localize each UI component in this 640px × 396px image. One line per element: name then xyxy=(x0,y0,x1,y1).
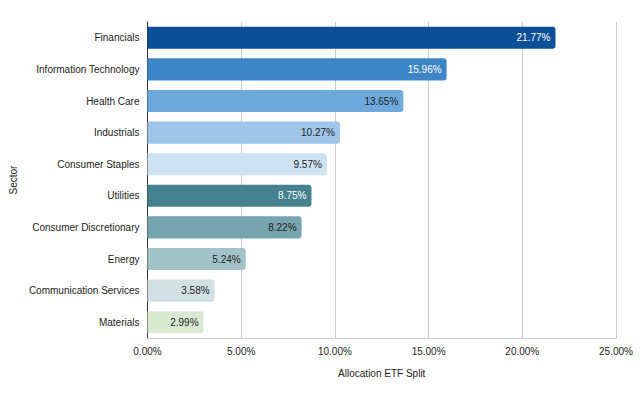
svg-text:Health Care: Health Care xyxy=(86,96,140,107)
svg-text:0.00%: 0.00% xyxy=(133,346,161,357)
svg-text:3.58%: 3.58% xyxy=(181,285,209,296)
svg-text:2.99%: 2.99% xyxy=(170,317,198,328)
svg-text:21.77%: 21.77% xyxy=(517,32,551,43)
svg-text:13.65%: 13.65% xyxy=(364,96,398,107)
svg-text:Energy: Energy xyxy=(108,254,140,265)
svg-text:Materials: Materials xyxy=(99,317,140,328)
svg-text:Communication Services: Communication Services xyxy=(29,285,140,296)
svg-text:Consumer Staples: Consumer Staples xyxy=(57,159,139,170)
svg-text:8.22%: 8.22% xyxy=(268,222,296,233)
svg-text:8.75%: 8.75% xyxy=(278,190,306,201)
svg-text:10.27%: 10.27% xyxy=(301,127,335,138)
svg-text:Sector: Sector xyxy=(8,165,19,195)
svg-text:Industrials: Industrials xyxy=(94,127,140,138)
svg-text:Information Technology: Information Technology xyxy=(36,64,139,75)
svg-text:5.24%: 5.24% xyxy=(212,254,240,265)
svg-text:25.00%: 25.00% xyxy=(599,346,633,357)
svg-text:15.96%: 15.96% xyxy=(408,64,442,75)
svg-text:Consumer Discretionary: Consumer Discretionary xyxy=(32,222,139,233)
svg-text:9.57%: 9.57% xyxy=(293,159,321,170)
svg-text:20.00%: 20.00% xyxy=(505,346,539,357)
svg-text:5.00%: 5.00% xyxy=(227,346,255,357)
svg-text:Financials: Financials xyxy=(94,32,139,43)
svg-text:10.00%: 10.00% xyxy=(318,346,352,357)
svg-text:Utilities: Utilities xyxy=(107,190,139,201)
svg-text:15.00%: 15.00% xyxy=(412,346,446,357)
svg-text:Allocation ETF Split: Allocation ETF Split xyxy=(338,368,425,379)
